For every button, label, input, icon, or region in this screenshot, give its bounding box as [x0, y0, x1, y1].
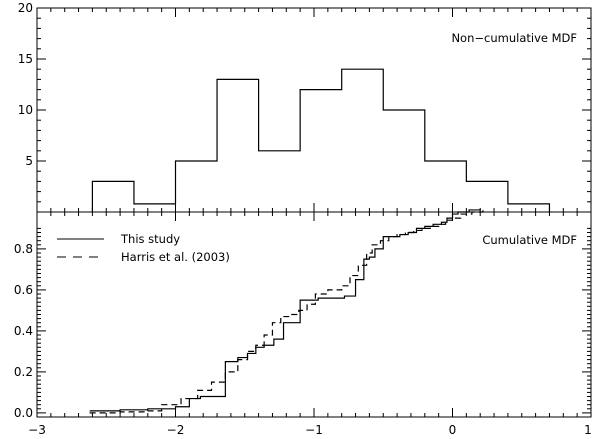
bottom-ytick-label: 0.8 — [14, 242, 33, 256]
bottom-xtick-label: −3 — [28, 423, 46, 437]
top-ytick-label: 15 — [18, 52, 33, 66]
series-harris-2003 — [89, 209, 484, 414]
bottom-ytick-label: 0.2 — [14, 365, 33, 379]
bottom-xtick-label: 1 — [584, 423, 592, 437]
bottom-ytick-label: 0.4 — [14, 324, 33, 338]
top-ytick-label: 20 — [18, 1, 33, 15]
bottom-panel-ticks: 0.0 0.2 0.4 0.6 0.8 −3 −2 −1 0 1 — [14, 212, 592, 437]
bottom-panel-annotation: Cumulative MDF — [482, 233, 577, 247]
top-panel-ticks: 5 10 15 20 — [18, 1, 592, 212]
top-ytick-label: 10 — [18, 103, 33, 117]
bottom-xtick-label: −2 — [167, 423, 185, 437]
legend-label-harris: Harris et al. (2003) — [121, 250, 230, 264]
bottom-xtick-label: −1 — [305, 423, 323, 437]
histogram-outline — [91, 68, 551, 212]
series-this-study — [89, 208, 481, 412]
legend: This study Harris et al. (2003) — [57, 232, 230, 264]
legend-label-this-study: This study — [120, 232, 180, 246]
top-panel-annotation: Non−cumulative MDF — [451, 31, 577, 45]
bottom-ytick-label: 0.6 — [14, 283, 33, 297]
top-panel-series — [91, 68, 551, 212]
top-ytick-label: 5 — [25, 154, 33, 168]
bottom-panel-series — [89, 208, 484, 414]
bottom-ytick-label: 0.0 — [14, 406, 33, 420]
bottom-xtick-label: 0 — [449, 423, 457, 437]
